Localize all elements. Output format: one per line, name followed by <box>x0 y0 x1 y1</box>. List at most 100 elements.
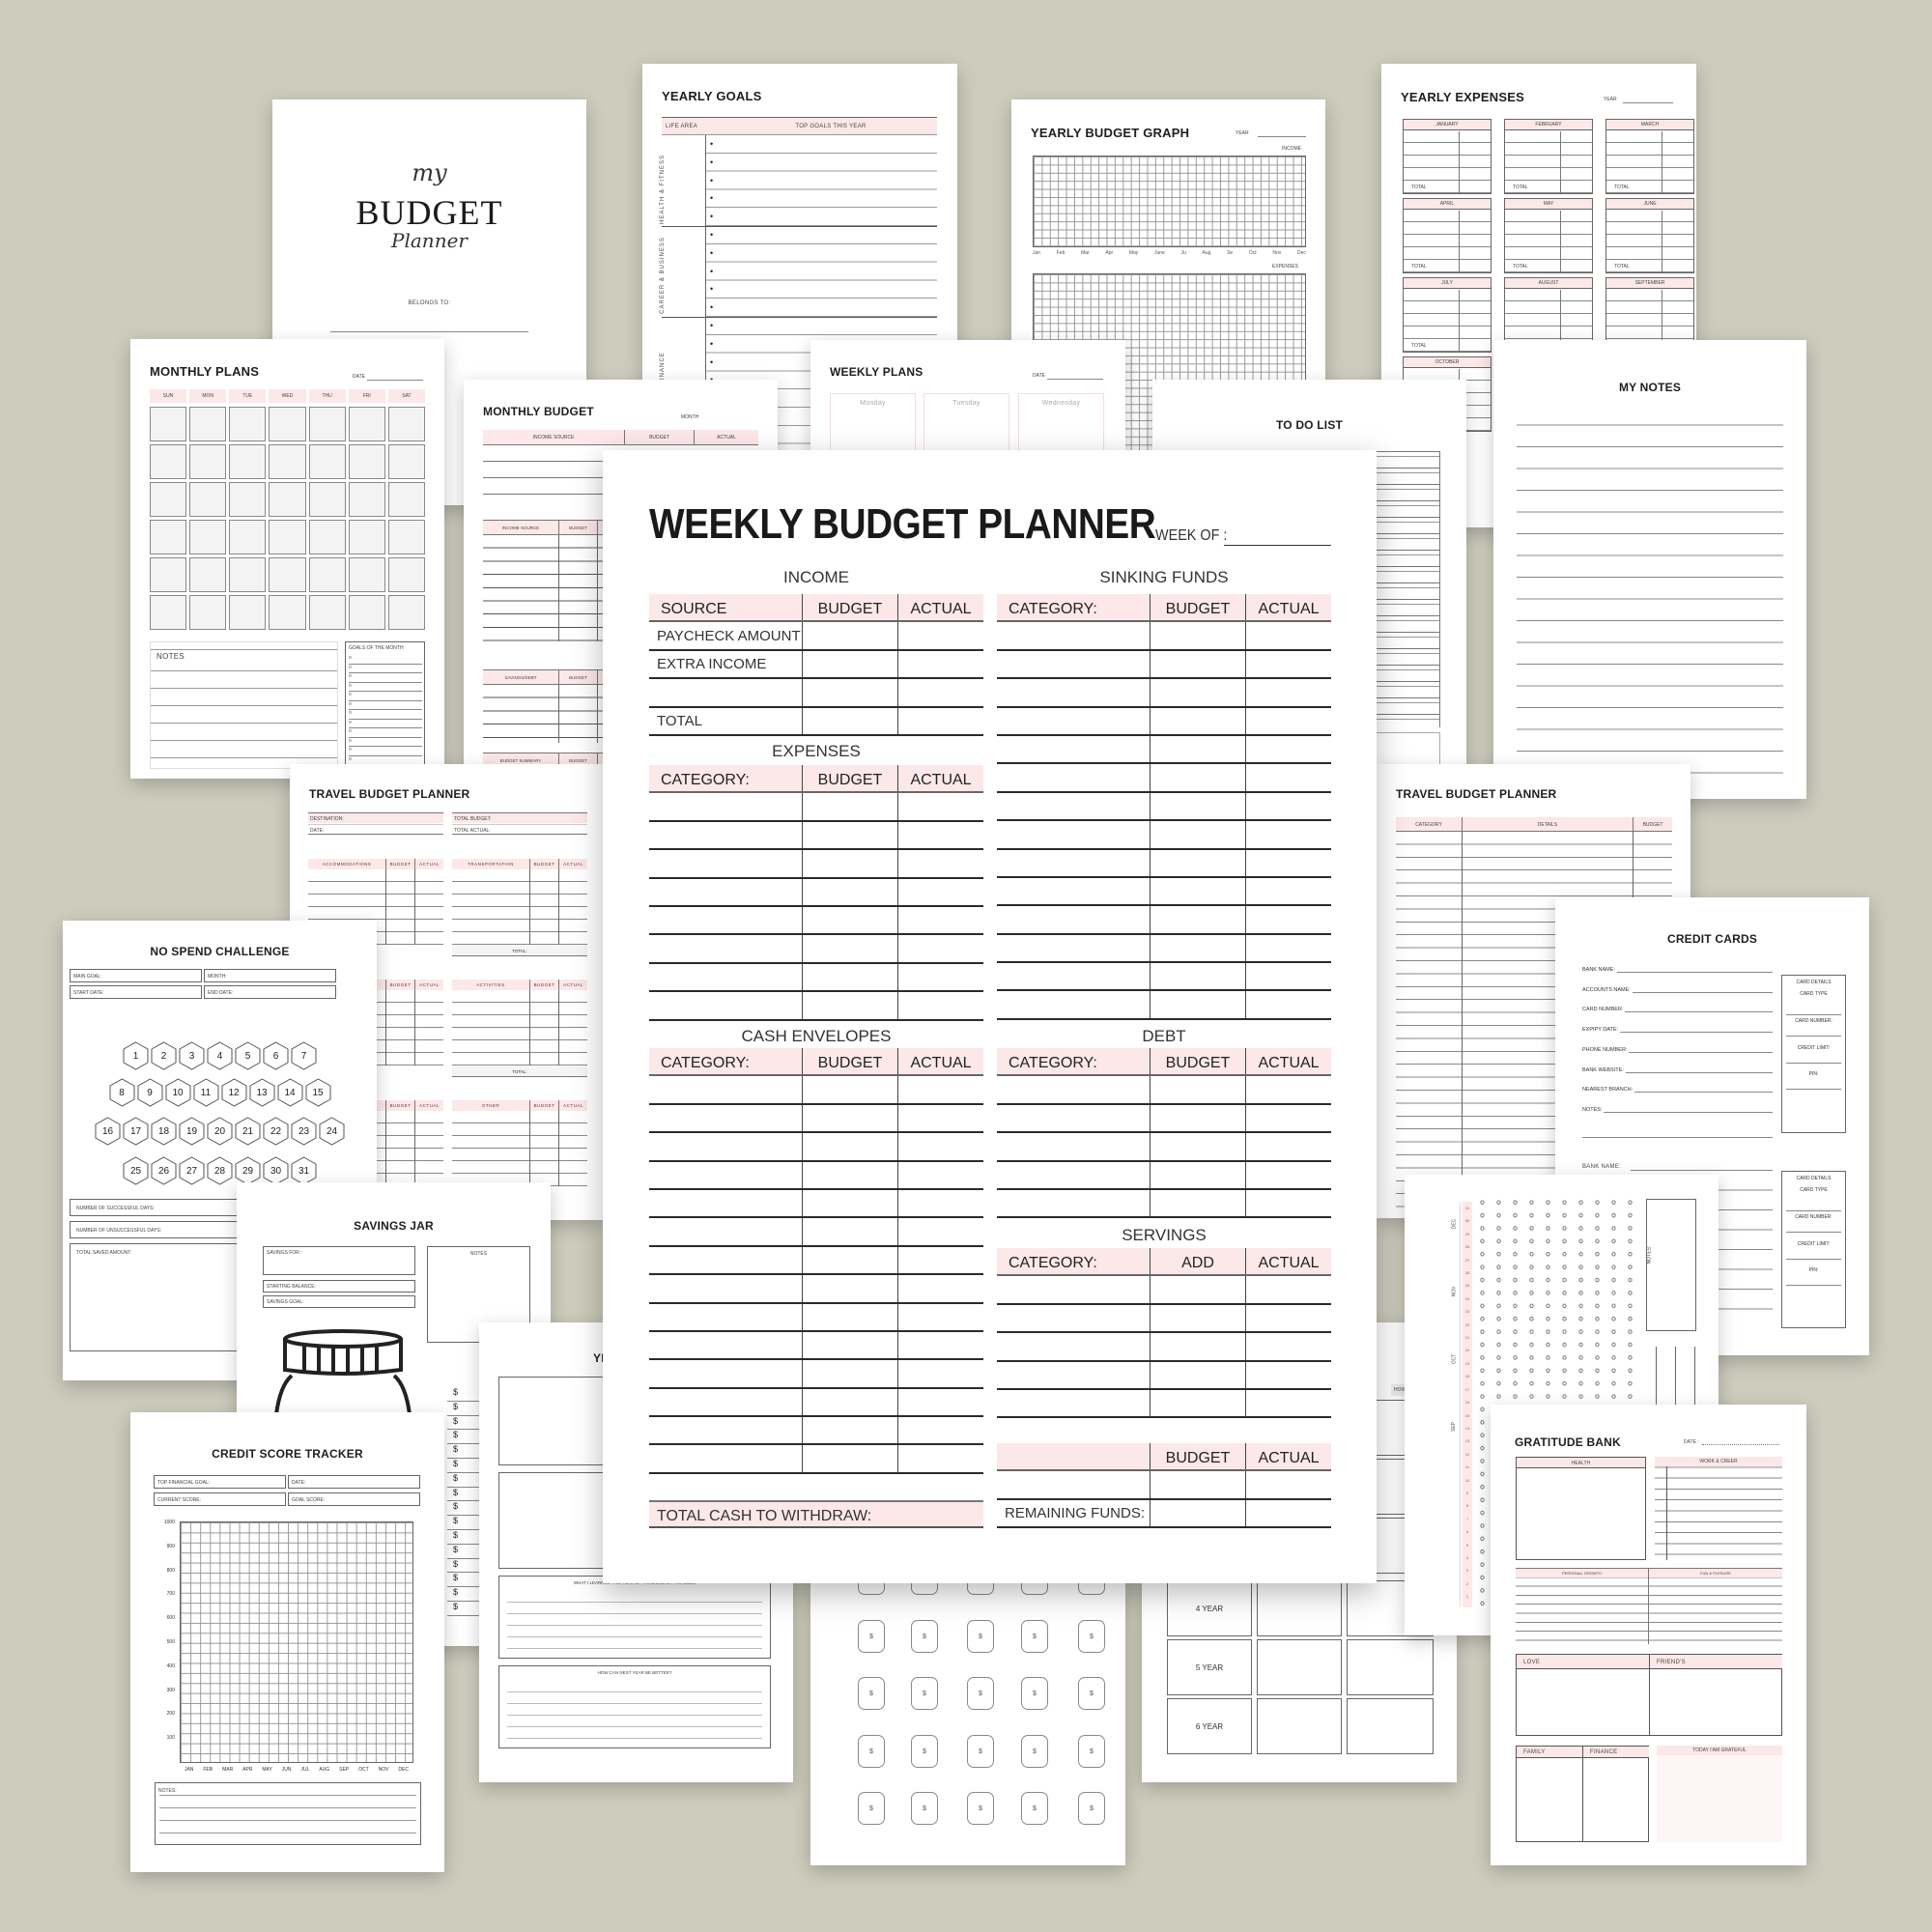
table-cell[interactable] <box>802 1417 897 1444</box>
table-cell[interactable] <box>1150 1189 1245 1217</box>
day-hex[interactable]: 26 <box>151 1156 177 1185</box>
dollar-box[interactable]: $ <box>967 1620 994 1653</box>
table-cell[interactable] <box>897 1161 983 1188</box>
table-cell[interactable] <box>1245 991 1331 1018</box>
row-label-cell[interactable] <box>997 1076 1150 1102</box>
row-label-cell[interactable]: PAYCHECK AMOUNT <box>657 627 801 644</box>
row-label-cell[interactable] <box>649 1190 802 1216</box>
table-cell[interactable] <box>1150 1161 1245 1188</box>
table-cell[interactable] <box>897 935 983 962</box>
dollar-box[interactable]: $ <box>1021 1677 1048 1710</box>
table-cell[interactable] <box>897 650 983 678</box>
table-cell[interactable] <box>802 650 897 678</box>
calendar-cell[interactable] <box>189 557 227 592</box>
row-label-cell[interactable] <box>649 793 802 819</box>
row-label-cell[interactable] <box>649 1332 802 1358</box>
day-hex[interactable]: 15 <box>305 1078 331 1107</box>
day-hex[interactable]: 31 <box>291 1156 317 1185</box>
table-cell[interactable] <box>897 906 983 934</box>
calendar-cell[interactable] <box>150 482 187 517</box>
table-cell[interactable] <box>1245 934 1331 962</box>
table-cell[interactable] <box>1150 1076 1245 1103</box>
table-cell[interactable] <box>897 1388 983 1416</box>
table-cell[interactable] <box>1245 1389 1331 1417</box>
table-cell[interactable] <box>897 1246 983 1274</box>
dollar-box[interactable]: $ <box>858 1620 885 1653</box>
calendar-cell[interactable] <box>387 520 425 554</box>
table-cell[interactable] <box>1245 1104 1331 1132</box>
calendar-cell[interactable] <box>150 407 187 441</box>
row-label-cell[interactable] <box>997 1305 1150 1331</box>
table-cell[interactable] <box>1150 1333 1245 1360</box>
calendar-cell[interactable] <box>269 520 306 554</box>
row-label-cell[interactable] <box>649 1360 802 1386</box>
table-cell[interactable] <box>802 906 897 934</box>
table-cell[interactable] <box>802 622 897 649</box>
calendar-cell[interactable] <box>308 557 346 592</box>
table-cell[interactable] <box>802 821 897 849</box>
table-cell[interactable] <box>802 707 897 734</box>
calendar-cell[interactable] <box>229 520 267 554</box>
table-cell[interactable] <box>1150 764 1245 791</box>
calendar-cell[interactable] <box>387 407 425 441</box>
table-cell[interactable] <box>1245 735 1331 763</box>
day-hex[interactable]: 7 <box>291 1041 317 1070</box>
table-cell[interactable] <box>1245 1076 1331 1103</box>
day-hex[interactable]: 2 <box>151 1041 177 1070</box>
row-label-cell[interactable] <box>649 1304 802 1330</box>
dollar-box[interactable]: $ <box>858 1792 885 1825</box>
table-cell[interactable] <box>1245 650 1331 678</box>
dollar-box[interactable]: $ <box>911 1792 938 1825</box>
calendar-cell[interactable] <box>229 482 267 517</box>
table-cell[interactable] <box>1150 1389 1245 1417</box>
day-hex[interactable]: 17 <box>123 1117 149 1146</box>
calendar-cell[interactable] <box>269 444 306 479</box>
row-label-cell[interactable]: EXTRA INCOME <box>657 655 767 672</box>
day-hex[interactable]: 12 <box>221 1078 247 1107</box>
dollar-box[interactable]: $ <box>911 1620 938 1653</box>
table-cell[interactable] <box>1150 991 1245 1018</box>
row-label-cell[interactable] <box>997 708 1150 734</box>
row-label-cell[interactable] <box>649 850 802 876</box>
table-cell[interactable] <box>1150 1499 1245 1527</box>
row-label-cell[interactable]: REMAINING FUNDS: <box>1005 1504 1146 1521</box>
table-cell[interactable] <box>1150 1361 1245 1388</box>
dollar-box[interactable]: $ <box>1078 1792 1105 1825</box>
table-cell[interactable] <box>1245 1471 1331 1498</box>
table-cell[interactable] <box>802 1303 897 1330</box>
calendar-cell[interactable] <box>308 520 346 554</box>
day-hex[interactable]: 4 <box>207 1041 233 1070</box>
calendar-cell[interactable] <box>348 407 385 441</box>
calendar-cell[interactable] <box>150 520 187 554</box>
field-input[interactable] <box>1625 1071 1773 1073</box>
table-cell[interactable] <box>1245 1304 1331 1332</box>
row-label-cell[interactable] <box>649 1105 802 1131</box>
table-cell[interactable] <box>802 1133 897 1160</box>
table-cell[interactable] <box>897 1360 983 1387</box>
field-input[interactable] <box>1632 991 1773 993</box>
row-label-cell[interactable] <box>997 1190 1150 1216</box>
table-cell[interactable] <box>802 878 897 905</box>
table-cell[interactable] <box>897 821 983 849</box>
day-hex[interactable]: 1 <box>123 1041 149 1070</box>
table-cell[interactable] <box>897 963 983 991</box>
table-cell[interactable] <box>1245 622 1331 649</box>
dollar-box[interactable]: $ <box>911 1677 938 1710</box>
calendar-cell[interactable] <box>189 482 227 517</box>
calendar-cell[interactable] <box>269 557 306 592</box>
calendar-cell[interactable] <box>348 444 385 479</box>
row-label-cell[interactable] <box>997 991 1150 1017</box>
table-cell[interactable] <box>1245 1333 1331 1360</box>
day-hex[interactable]: 3 <box>179 1041 205 1070</box>
table-cell[interactable] <box>1150 963 1245 990</box>
table-cell[interactable] <box>802 1445 897 1472</box>
week-of-input[interactable] <box>1224 545 1331 546</box>
dollar-box[interactable]: $ <box>1021 1735 1048 1768</box>
calendar-cell[interactable] <box>387 557 425 592</box>
table-cell[interactable] <box>1150 707 1245 734</box>
table-cell[interactable] <box>1150 821 1245 848</box>
day-hex[interactable]: 10 <box>165 1078 191 1107</box>
table-cell[interactable] <box>1150 877 1245 905</box>
calendar-cell[interactable] <box>348 557 385 592</box>
calendar-cell[interactable] <box>348 520 385 554</box>
